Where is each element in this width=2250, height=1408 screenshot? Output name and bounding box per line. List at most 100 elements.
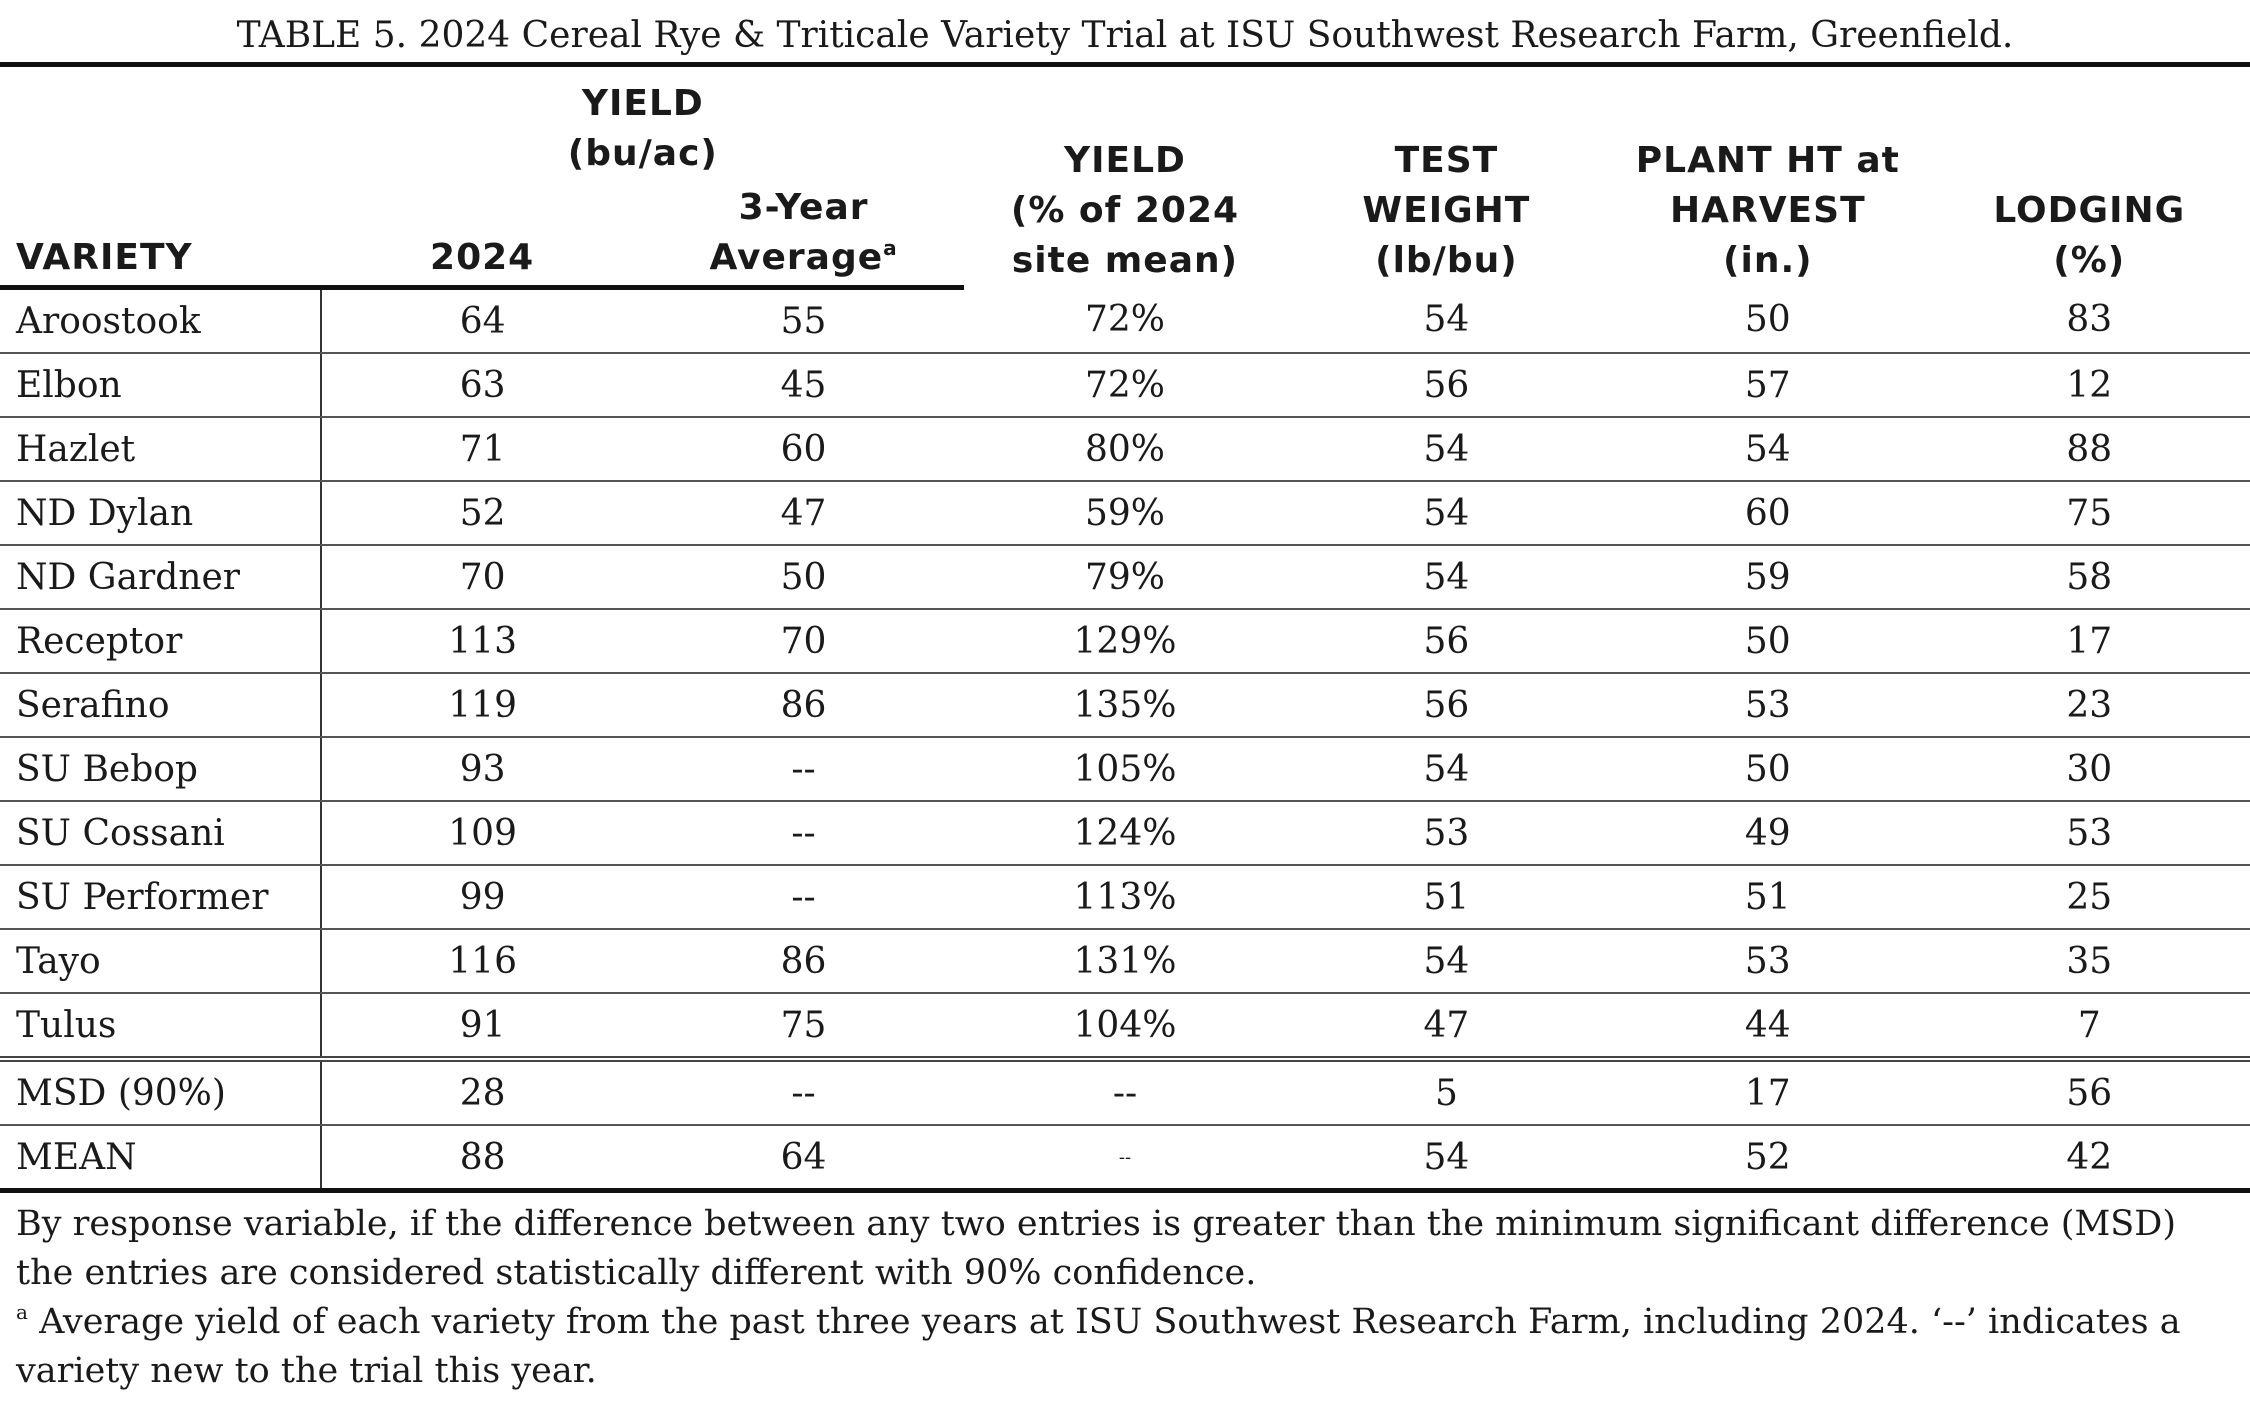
yield-pct-cell: 131% xyxy=(964,929,1286,994)
lodging-cell: 30 xyxy=(1928,737,2250,802)
yield-2024-cell: 113 xyxy=(321,609,643,674)
yield-pct-cell: 80% xyxy=(964,417,1286,482)
three-year-footnote: a Average yield of each variety from the… xyxy=(16,1300,2181,1391)
variety-header: VARIETY xyxy=(0,183,322,290)
yield-pct-cell: 135% xyxy=(964,673,1286,738)
plant-height-cell: 52 xyxy=(1744,1136,1791,1178)
yield-2024-cell: 52 xyxy=(321,481,643,546)
yield-2024-cell: 63 xyxy=(321,353,643,418)
plant-height-cell: 50 xyxy=(1607,609,1929,674)
yield-group-label: YIELD xyxy=(581,83,704,124)
yield-pct-cell: 79% xyxy=(964,545,1286,610)
table-row: Serafino 119 86 135% 56 53 23 xyxy=(0,673,2250,738)
three-year-average-cell: 86 xyxy=(642,673,965,738)
stats-row: MSD (90%) 28 -- -- 5 17 56 xyxy=(0,1056,2250,1126)
plant-height-cell: 53 xyxy=(1607,673,1929,738)
yield-pct-cell: 72% xyxy=(964,353,1286,418)
yield-2024-header: 2024 xyxy=(321,183,643,290)
yield-2024-cell: 71 xyxy=(321,417,643,482)
lodging-cell: 53 xyxy=(1928,801,2250,866)
yield-pct-header: YIELD (% of 2024 site mean) xyxy=(1010,139,1240,281)
table-row: SU Cossani 109 -- 124% 53 49 53 xyxy=(0,801,2250,866)
test-weight-header: TEST WEIGHT (lb/bu) xyxy=(1362,139,1531,281)
three-year-average-cell: 64 xyxy=(780,1136,827,1178)
test-weight-cell: 51 xyxy=(1285,865,1608,930)
table-row: Tulus 91 75 104% 47 44 7 xyxy=(0,993,2250,1060)
footnote-marker-a: a xyxy=(16,1300,28,1324)
yield-2024-cell: 116 xyxy=(321,929,643,994)
variety-cell: Hazlet xyxy=(0,417,323,482)
yield-pct-cell: 72% xyxy=(964,287,1286,354)
variety-cell: Tulus xyxy=(0,993,323,1060)
test-weight-cell: 54 xyxy=(1285,287,1608,354)
yield-pct-cell: 113% xyxy=(964,865,1286,930)
yield-pct-cell: -- xyxy=(964,1056,1286,1126)
stats-row: MEAN 88 64 -- 54 52 42 xyxy=(0,1125,2250,1191)
yield-pct-cell: 124% xyxy=(964,801,1286,866)
lodging-cell: 58 xyxy=(1928,545,2250,610)
yield-2024-cell: 88 xyxy=(459,1136,506,1178)
variety-cell: ND Gardner xyxy=(0,545,323,610)
variety-cell: SU Performer xyxy=(0,865,323,930)
yield-2024-cell: 109 xyxy=(321,801,643,866)
table-row: Tayo 116 86 131% 54 53 35 xyxy=(0,929,2250,994)
table-row: Hazlet 71 60 80% 54 54 88 xyxy=(0,417,2250,482)
test-weight-cell: 56 xyxy=(1285,609,1608,674)
variety-cell: SU Cossani xyxy=(0,801,323,866)
test-weight-cell: 5 xyxy=(1285,1056,1608,1126)
three-year-average-cell: 86 xyxy=(642,929,965,994)
test-weight-cell: 47 xyxy=(1285,993,1608,1060)
yield-group-unit: (bu/ac) xyxy=(567,133,718,174)
plant-height-cell: 44 xyxy=(1607,993,1929,1060)
test-weight-cell: 54 xyxy=(1285,545,1608,610)
yield-2024-cell: 99 xyxy=(321,865,643,930)
three-year-average-cell: -- xyxy=(642,737,965,802)
variety-cell: Serafino xyxy=(0,673,323,738)
table-row: Aroostook 64 55 72% 54 50 83 xyxy=(0,287,2250,354)
three-year-average-cell: 55 xyxy=(642,287,965,354)
variety-cell: SU Bebop xyxy=(0,737,323,802)
test-weight-cell: 54 xyxy=(1285,481,1608,546)
table-row: Elbon 63 45 72% 56 57 12 xyxy=(0,353,2250,418)
table-row: ND Gardner 70 50 79% 54 59 58 xyxy=(0,545,2250,610)
plant-height-cell: 50 xyxy=(1607,287,1929,354)
table-title: TABLE 5. 2024 Cereal Rye & Triticale Var… xyxy=(236,15,2014,56)
plant-height-cell: 49 xyxy=(1607,801,1929,866)
plant-height-cell: 51 xyxy=(1607,865,1929,930)
plant-height-cell: 57 xyxy=(1607,353,1929,418)
yield-bu-ac-group-header: YIELD (bu/ac) xyxy=(321,65,964,184)
table-body: Aroostook 64 55 72% 54 50 83 Elbon 63 45 72% 56 57 12… xyxy=(0,287,2250,1060)
test-weight-cell: 54 xyxy=(1285,929,1608,994)
test-weight-cell: 56 xyxy=(1285,353,1608,418)
footnotes: By response variable, if the difference … xyxy=(16,1200,2226,1396)
plant-height-cell: 60 xyxy=(1607,481,1929,546)
plant-height-cell: 59 xyxy=(1607,545,1929,610)
lodging-cell: 35 xyxy=(1928,929,2250,994)
yield-2024-cell: 64 xyxy=(321,287,643,354)
table-row: Receptor 113 70 129% 56 50 17 xyxy=(0,609,2250,674)
lodging-cell: 88 xyxy=(1928,417,2250,482)
yield-2024-cell: 28 xyxy=(321,1056,643,1126)
lodging-cell: 12 xyxy=(1928,353,2250,418)
variety-cell: MEAN xyxy=(0,1125,323,1191)
footnote-marker: a xyxy=(883,236,898,260)
three-year-average-cell: 45 xyxy=(642,353,965,418)
three-year-average-cell: 47 xyxy=(642,481,965,546)
yield-2024-cell: 93 xyxy=(321,737,643,802)
lodging-cell: 75 xyxy=(1928,481,2250,546)
three-year-average-cell: 70 xyxy=(642,609,965,674)
test-weight-cell: 54 xyxy=(1285,417,1608,482)
three-year-average-cell: 75 xyxy=(642,993,965,1060)
test-weight-cell: 53 xyxy=(1285,801,1608,866)
three-year-average-cell: -- xyxy=(642,1056,965,1126)
variety-cell: Elbon xyxy=(0,353,323,418)
header-spacer xyxy=(0,65,321,184)
table-row: SU Performer 99 -- 113% 51 51 25 xyxy=(0,865,2250,930)
three-year-average-cell: 60 xyxy=(642,417,965,482)
table-header: YIELD (bu/ac) YIELD (% of 2024 site mean… xyxy=(0,65,2250,290)
yield-2024-cell: 119 xyxy=(321,673,643,738)
plant-height-cell: 54 xyxy=(1607,417,1929,482)
lodging-cell: 25 xyxy=(1928,865,2250,930)
lodging-header: LODGING (%) xyxy=(1993,189,2186,281)
lodging-cell: 17 xyxy=(1928,609,2250,674)
